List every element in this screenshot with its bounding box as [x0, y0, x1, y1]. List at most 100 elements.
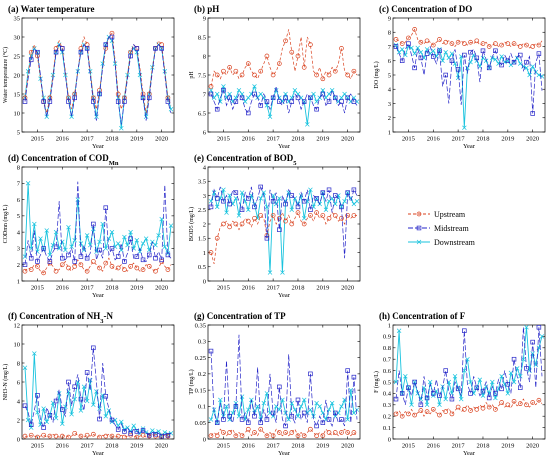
data-point-midstream: [258, 420, 263, 425]
data-point-downstream: [258, 196, 263, 201]
data-point-downstream: [437, 47, 442, 52]
data-point-downstream: [115, 241, 121, 246]
data-point-upstream: [22, 268, 28, 274]
data-point-downstream: [292, 87, 298, 93]
chart-panel-d: (d) Concentration of CODMn 1 2 3 4 5 6 7 8 2015 20…: [2, 153, 175, 299]
data-point-downstream: [218, 397, 223, 403]
data-point-upstream: [399, 413, 405, 419]
data-point-upstream: [283, 38, 288, 44]
data-point-upstream: [270, 433, 276, 439]
y-tick-label: 8: [17, 164, 20, 171]
data-point-midstream: [486, 395, 492, 401]
x-axis-label: Year: [92, 292, 105, 299]
y-tick-label: 10: [14, 110, 21, 117]
series-line-midstream: [24, 181, 172, 265]
y-tick-label: 4: [388, 87, 392, 94]
data-point-upstream: [332, 68, 338, 74]
data-point-midstream: [109, 246, 115, 251]
axes-frame: [207, 17, 361, 133]
y-tick-label: 0.4: [383, 391, 392, 398]
data-point-downstream: [63, 72, 68, 78]
title-text: (c) Concentration of DO: [379, 4, 472, 14]
data-point-upstream: [258, 213, 264, 218]
data-point-midstream: [462, 52, 467, 58]
data-point-midstream: [351, 99, 357, 104]
series-midstream: [22, 34, 172, 125]
data-point-midstream: [443, 72, 448, 78]
data-point-upstream: [221, 221, 226, 227]
y-tick-label: 0.3: [198, 339, 206, 346]
data-point-downstream: [490, 379, 495, 385]
y-tick-label: 12: [14, 322, 21, 329]
data-point-downstream: [458, 396, 464, 402]
data-point-downstream: [505, 58, 511, 63]
data-point-downstream: [399, 47, 405, 52]
x-tick-label: 2019: [501, 136, 514, 143]
data-point-upstream: [264, 53, 270, 59]
data-point-downstream: [261, 190, 267, 195]
data-point-upstream: [424, 38, 430, 44]
series-line-downstream: [210, 390, 358, 423]
data-point-midstream: [35, 49, 40, 55]
data-point-midstream: [159, 46, 164, 51]
data-point-midstream: [153, 255, 158, 261]
data-point-upstream: [239, 72, 245, 78]
data-point-upstream: [41, 432, 46, 438]
data-point-upstream: [301, 433, 307, 439]
data-point-upstream: [103, 260, 109, 266]
data-point-downstream: [60, 421, 65, 427]
axes-frame: [392, 17, 546, 133]
data-point-upstream: [59, 262, 65, 268]
data-point-midstream: [345, 95, 350, 101]
data-point-downstream: [267, 114, 273, 120]
data-point-upstream: [326, 215, 332, 221]
data-point-upstream: [134, 265, 140, 271]
data-point-upstream: [505, 41, 511, 47]
data-point-upstream: [53, 433, 59, 439]
data-point-upstream: [252, 430, 257, 435]
data-point-midstream: [412, 379, 417, 385]
data-point-midstream: [283, 423, 288, 429]
data-point-upstream: [270, 213, 276, 218]
y-tick-label: 5: [17, 213, 20, 220]
data-point-midstream: [97, 91, 102, 97]
data-point-midstream: [326, 99, 332, 104]
y-tick-label: 4: [17, 398, 21, 405]
data-point-downstream: [539, 334, 545, 339]
data-point-midstream: [103, 205, 109, 210]
data-point-downstream: [47, 413, 53, 418]
y-tick-label: 8: [203, 53, 206, 60]
x-tick-label: 2020: [155, 443, 168, 450]
data-point-downstream: [320, 87, 326, 93]
data-point-upstream: [351, 430, 357, 435]
series-line-downstream: [24, 353, 172, 436]
chart-panel-g: (g) Concentration of TP 0 0.05 0.1 0.15 0.2 0.…: [188, 311, 361, 457]
data-point-downstream: [393, 42, 399, 48]
series-line-downstream: [24, 183, 172, 257]
chart-panel-a: (a) Water temperature 5 10 15 20 25 30 35 2015 20…: [2, 4, 175, 150]
y-tick-label: 2: [17, 417, 20, 424]
data-point-upstream: [276, 430, 282, 435]
data-point-upstream: [258, 426, 264, 432]
x-axis-label: Year: [278, 292, 291, 299]
data-point-downstream: [348, 387, 354, 393]
data-point-downstream: [87, 242, 93, 248]
data-point-upstream: [103, 433, 109, 439]
data-point-downstream: [125, 72, 130, 78]
data-point-midstream: [53, 244, 59, 250]
data-point-downstream: [462, 368, 467, 373]
y-tick-label: 2: [203, 221, 206, 228]
x-tick-label: 2020: [526, 443, 539, 450]
data-point-midstream: [393, 44, 399, 49]
data-point-upstream: [295, 53, 301, 59]
data-point-midstream: [351, 187, 357, 193]
data-point-upstream: [245, 218, 251, 224]
data-point-upstream: [530, 400, 536, 405]
y-tick-label: 2: [17, 262, 20, 269]
data-point-downstream: [342, 198, 347, 204]
y-axis-label: BOD5 (mg/L): [188, 207, 195, 241]
data-point-midstream: [345, 190, 350, 195]
data-point-downstream: [25, 417, 31, 423]
data-point-downstream: [277, 407, 282, 412]
data-point-upstream: [276, 215, 282, 221]
